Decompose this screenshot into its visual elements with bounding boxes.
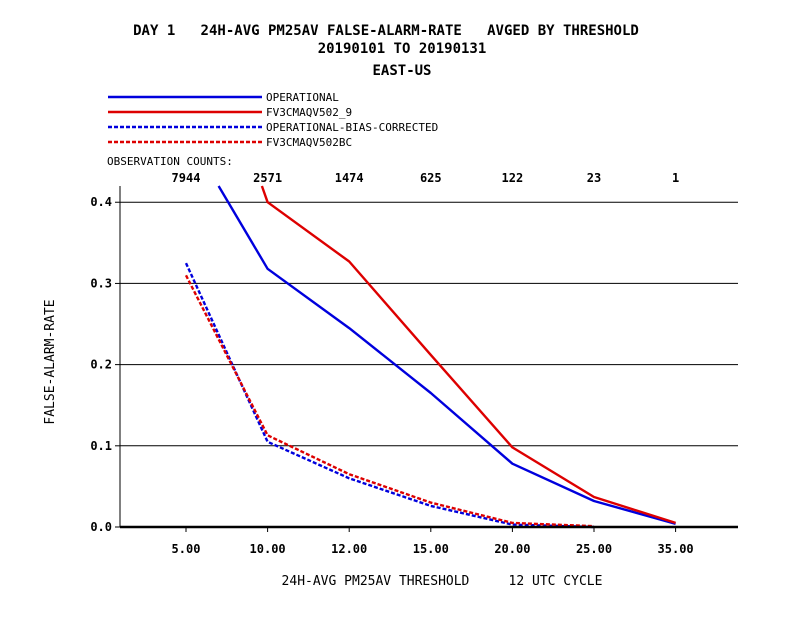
x-tick-label-4: 20.00 [494,542,530,556]
chart-title-line2: 20190101 TO 20190131 [318,41,487,57]
x-tick-label-5: 25.00 [576,542,612,556]
x-tick-label-0: 5.00 [172,542,201,556]
legend: OPERATIONAL FV3CMAQV502_9 OPERATIONAL-BIAS… [108,91,438,149]
observation-counts-label: OBSERVATION COUNTS: [107,155,233,168]
series-line-0 [217,185,676,525]
chart-title-line1: DAY 1 24H-AVG PM25AV FALSE-ALARM-RATE AV… [133,23,639,39]
x-tick-label-3: 15.00 [413,542,449,556]
y-tick-label-3: 0.3 [90,276,112,290]
legend-label-1: FV3CMAQV502_9 [266,106,352,119]
x-tick-label-6: 35.00 [658,542,694,556]
observation-count-6: 1 [672,171,679,185]
observation-count-1: 2571 [253,171,282,185]
series-line-1 [260,185,676,525]
x-tick-label-2: 12.00 [331,542,367,556]
series-line-2 [184,262,595,529]
y-tick-label-0: 0.0 [90,520,112,534]
y-axis-label: FALSE-ALARM-RATE [43,299,58,424]
series-layer [184,185,676,529]
observation-count-3: 625 [420,171,442,185]
chart-title-line3: EAST-US [372,63,431,79]
y-tick-labels: 0.0 0.1 0.2 0.3 0.4 [90,195,120,534]
grid-lines [120,201,738,447]
axes [119,186,738,529]
series-line-3 [184,274,595,528]
y-tick-label-4: 0.4 [90,195,112,209]
y-tick-label-2: 0.2 [90,358,112,372]
observation-count-0: 7944 [172,171,201,185]
x-axis-label: 24H-AVG PM25AV THRESHOLD 12 UTC CYCLE [282,574,603,589]
legend-label-2: OPERATIONAL-BIAS-CORRECTED [266,121,438,134]
observation-count-5: 23 [587,171,601,185]
x-tick-labels: 5.00 10.00 12.00 15.00 20.00 25.00 35.00 [172,527,694,556]
observation-count-2: 1474 [335,171,364,185]
observation-count-4: 122 [502,171,524,185]
legend-label-0: OPERATIONAL [266,91,339,104]
x-tick-label-1: 10.00 [250,542,286,556]
observation-counts: 7944 2571 1474 625 122 23 1 [172,171,680,185]
legend-label-3: FV3CMAQV502BC [266,136,352,149]
y-tick-label-1: 0.1 [90,439,112,453]
